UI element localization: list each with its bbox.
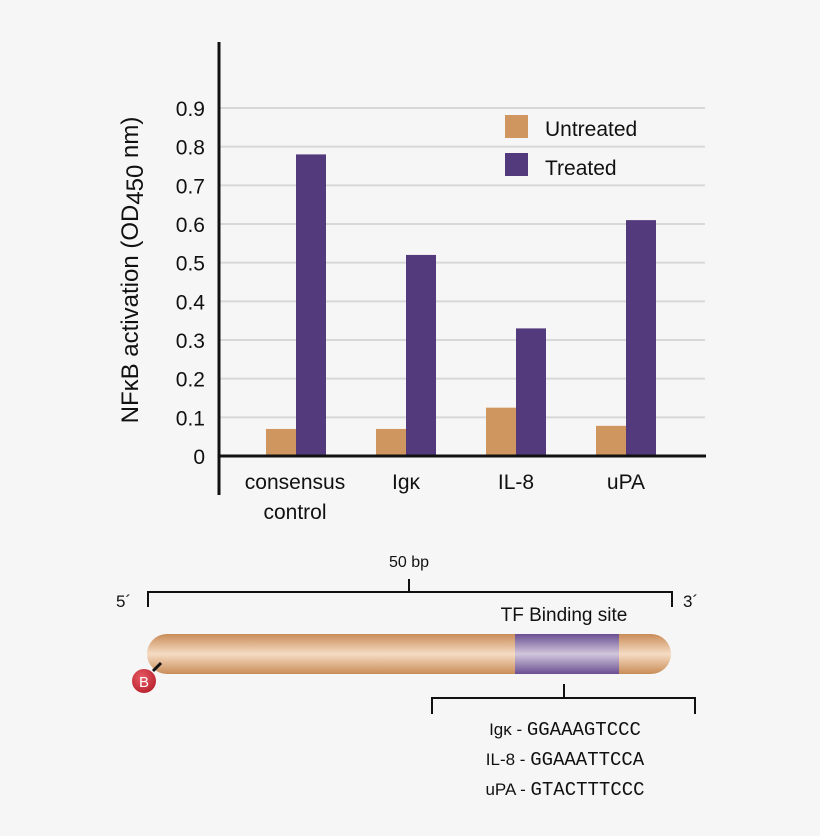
length-label: 50 bp [389, 554, 429, 571]
x-tick-label: control [263, 501, 326, 524]
y-tick-label: 0.3 [176, 330, 205, 353]
probe-diagram: 50 bp 5´ 3´ TF Binding site B Igκ - GGAA… [116, 554, 698, 801]
bar-treated [516, 328, 546, 456]
sequence-value: GTACTTTCCC [531, 779, 645, 801]
y-tick-label: 0.6 [176, 214, 205, 237]
biotin-icon [132, 669, 156, 693]
y-tick-label: 0.2 [176, 369, 205, 392]
x-tick-labels: consensus control Igκ IL-8 uPA [245, 471, 645, 524]
bar-treated [406, 254, 436, 456]
legend-swatch-untreated [505, 115, 528, 138]
legend: Untreated Treated [505, 115, 637, 180]
y-axis-label: NFκB activation (OD450 nm) [117, 117, 149, 424]
y-tick-label: 0.8 [176, 137, 205, 160]
sequence-bracket [431, 684, 696, 714]
bar-treated [296, 154, 326, 456]
axes [217, 42, 706, 495]
bars [266, 154, 656, 456]
sequence-row: Igκ - GGAAAGTCCC [489, 719, 641, 741]
bar-untreated [266, 428, 296, 456]
bar-untreated [376, 428, 406, 456]
sequence-row: IL-8 - GGAAATTCCA [486, 749, 645, 771]
y-tick-label: 0.9 [176, 98, 205, 121]
bar-untreated [596, 425, 626, 456]
sequence-name: uPA - [485, 780, 530, 799]
sequence-name: IL-8 - [486, 750, 530, 769]
sequence-name: Igκ - [489, 720, 527, 739]
biotin-linker [151, 661, 163, 673]
x-tick-label: uPA [607, 471, 645, 494]
sequence-row: uPA - GTACTTTCCC [485, 779, 644, 801]
legend-label-treated: Treated [545, 157, 617, 180]
legend-swatch-treated [505, 153, 528, 176]
x-tick-label: Igκ [392, 471, 421, 494]
y-tick-label: 0.4 [176, 291, 206, 314]
sequence-value: GGAAATTCCA [530, 749, 645, 771]
y-tick-label: 0.1 [176, 407, 205, 430]
sequence-value: GGAAAGTCCC [527, 719, 641, 741]
five-prime-label: 5´ [116, 592, 131, 611]
binding-site [515, 634, 619, 674]
three-prime-label: 3´ [683, 592, 698, 611]
x-tick-label: consensus [245, 471, 345, 494]
y-tick-label: 0.5 [176, 253, 205, 276]
y-tick-label: 0.7 [176, 175, 205, 198]
x-tick-label: IL-8 [498, 471, 534, 494]
bar-untreated [486, 407, 516, 456]
legend-label-untreated: Untreated [545, 118, 637, 141]
biotin-label: B [139, 674, 149, 691]
length-bracket [147, 579, 673, 607]
binding-site-label: TF Binding site [501, 605, 628, 626]
y-tick-label: 0 [193, 446, 205, 469]
bar-treated [626, 220, 656, 456]
y-tick-labels: 0 0.1 0.2 0.3 0.4 0.5 0.6 0.7 0.8 0.9 [176, 98, 206, 469]
